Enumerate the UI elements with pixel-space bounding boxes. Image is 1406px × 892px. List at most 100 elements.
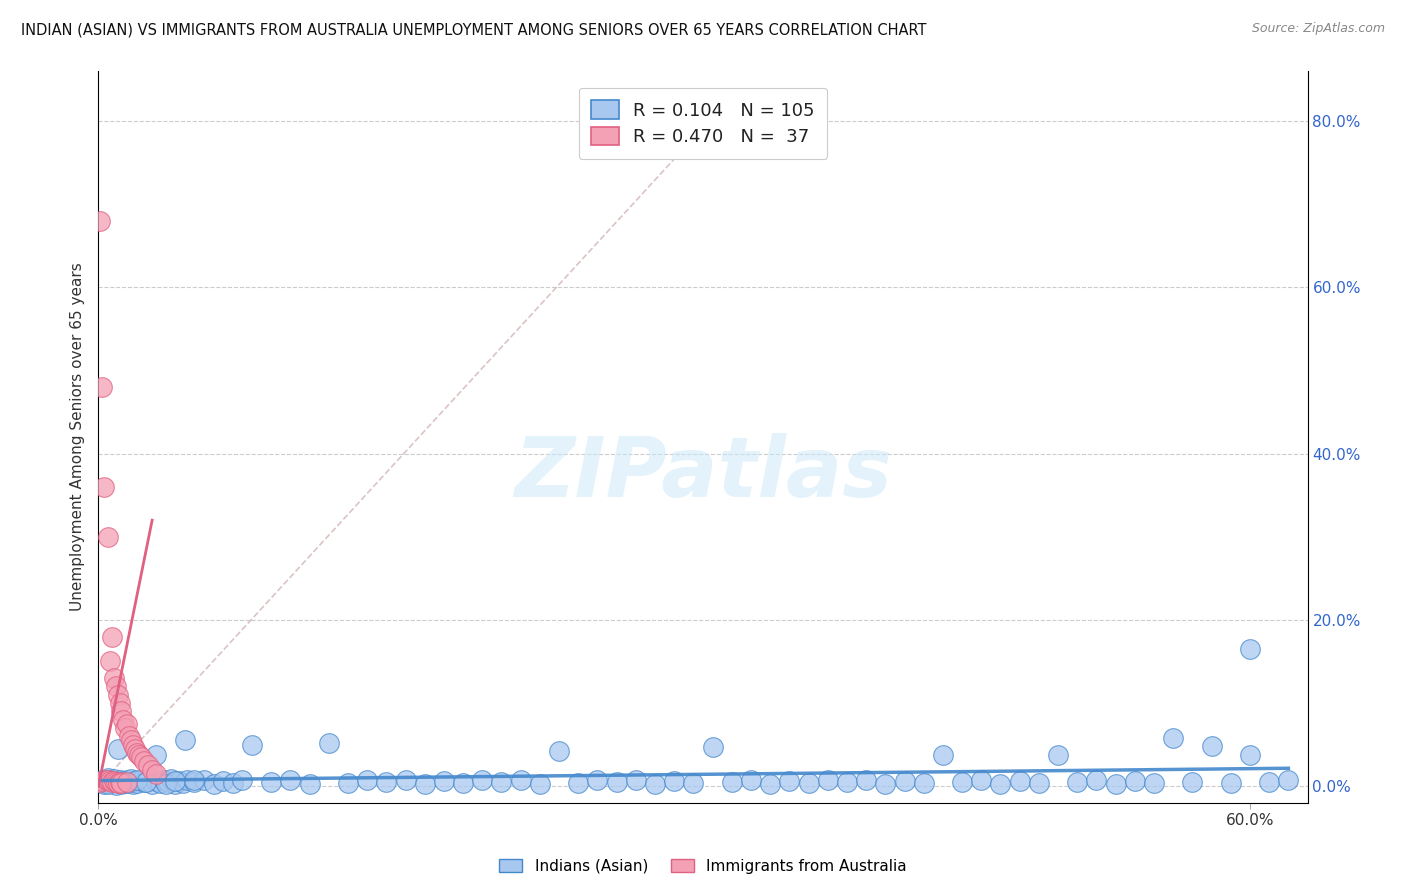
Point — [1161, 731, 1184, 745]
Point — [260, 775, 283, 789]
Legend: Indians (Asian), Immigrants from Australia: Indians (Asian), Immigrants from Austral… — [494, 853, 912, 880]
Point — [375, 775, 398, 789]
Point — [176, 773, 198, 788]
Point — [1181, 775, 1204, 789]
Point — [797, 776, 820, 790]
Point — [107, 776, 129, 790]
Point — [817, 773, 839, 788]
Point — [702, 740, 724, 755]
Point — [135, 775, 157, 789]
Point — [98, 776, 121, 790]
Point — [124, 774, 146, 789]
Point — [155, 777, 177, 791]
Point — [115, 773, 138, 788]
Point — [183, 772, 205, 787]
Point — [160, 772, 183, 786]
Point — [152, 773, 174, 788]
Point — [336, 776, 359, 790]
Point — [91, 772, 114, 787]
Point — [145, 766, 167, 780]
Text: ZIPatlas: ZIPatlas — [515, 434, 891, 514]
Point — [548, 744, 571, 758]
Point — [97, 530, 120, 544]
Point — [156, 775, 179, 789]
Point — [110, 705, 132, 719]
Point — [1239, 748, 1261, 763]
Point — [134, 754, 156, 768]
Point — [93, 777, 115, 791]
Point — [145, 774, 167, 789]
Point — [1123, 774, 1146, 789]
Point — [89, 775, 111, 789]
Point — [318, 736, 340, 750]
Point — [103, 772, 125, 786]
Point — [101, 775, 124, 789]
Point — [124, 741, 146, 756]
Point — [136, 758, 159, 772]
Point — [110, 776, 132, 790]
Point — [167, 774, 190, 789]
Point — [107, 741, 129, 756]
Point — [120, 733, 142, 747]
Point — [1066, 775, 1088, 789]
Point — [103, 774, 125, 789]
Point — [101, 630, 124, 644]
Point — [108, 772, 131, 787]
Point — [112, 774, 135, 789]
Point — [107, 775, 129, 789]
Point — [193, 772, 215, 787]
Point — [165, 774, 187, 789]
Point — [141, 777, 163, 791]
Y-axis label: Unemployment Among Seniors over 65 years: Unemployment Among Seniors over 65 years — [70, 263, 86, 611]
Point — [114, 776, 136, 790]
Point — [231, 773, 253, 788]
Point — [720, 775, 742, 789]
Point — [98, 774, 121, 789]
Point — [94, 772, 117, 787]
Point — [149, 776, 172, 790]
Point — [893, 774, 915, 789]
Point — [118, 775, 141, 789]
Point — [108, 775, 131, 789]
Point — [122, 738, 145, 752]
Point — [990, 777, 1012, 791]
Point — [1104, 777, 1126, 791]
Point — [509, 772, 531, 787]
Point — [129, 773, 152, 788]
Point — [240, 738, 263, 752]
Point — [173, 733, 195, 747]
Point — [413, 777, 436, 791]
Point — [125, 776, 148, 790]
Point — [1028, 776, 1050, 790]
Point — [1277, 772, 1299, 787]
Point — [222, 776, 245, 790]
Point — [875, 777, 897, 791]
Point — [94, 774, 117, 789]
Point — [740, 772, 762, 787]
Point — [1219, 776, 1241, 790]
Point — [97, 773, 120, 788]
Point — [112, 713, 135, 727]
Legend: R = 0.104   N = 105, R = 0.470   N =  37: R = 0.104 N = 105, R = 0.470 N = 37 — [579, 87, 827, 159]
Point — [1085, 772, 1108, 787]
Point — [136, 772, 159, 787]
Point — [529, 777, 551, 791]
Point — [644, 777, 666, 791]
Point — [212, 774, 235, 789]
Point — [115, 775, 138, 789]
Text: Source: ZipAtlas.com: Source: ZipAtlas.com — [1251, 22, 1385, 36]
Point — [107, 688, 129, 702]
Point — [104, 778, 127, 792]
Point — [172, 776, 194, 790]
Point — [433, 774, 456, 789]
Point — [664, 774, 686, 789]
Point — [115, 716, 138, 731]
Point — [682, 776, 704, 790]
Point — [98, 655, 121, 669]
Point — [1008, 774, 1031, 789]
Point — [759, 777, 782, 791]
Point — [912, 776, 935, 790]
Point — [932, 747, 955, 762]
Point — [129, 750, 152, 764]
Point — [855, 772, 877, 787]
